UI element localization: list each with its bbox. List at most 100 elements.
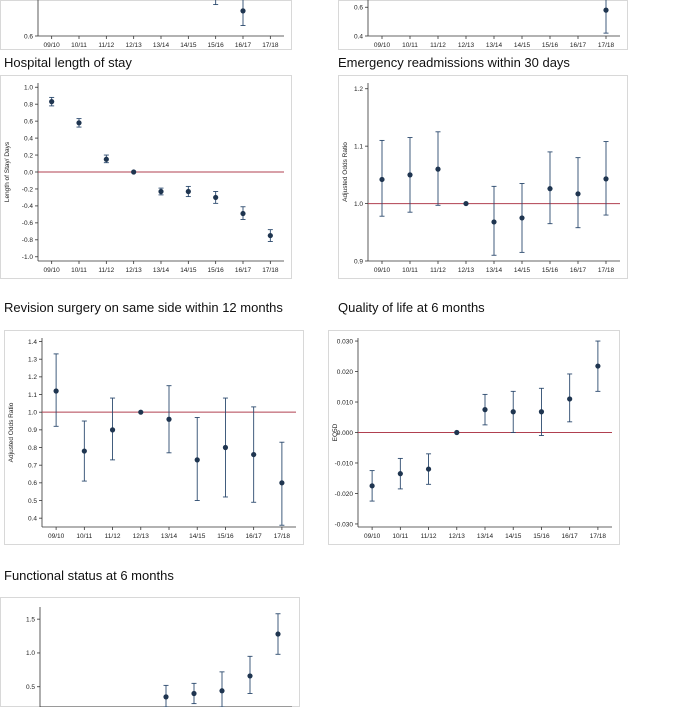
title-rev: Revision surgery on same side within 12 … bbox=[4, 300, 283, 315]
chart-svg-func: 1.51.00.509/1010/1111/1212/1313/1414/151… bbox=[0, 597, 300, 707]
y-tick-label: 0.010 bbox=[337, 399, 354, 406]
data-point bbox=[425, 466, 432, 472]
data-point bbox=[49, 99, 55, 105]
chart-frame bbox=[0, 75, 292, 279]
title-func: Functional status at 6 months bbox=[4, 568, 174, 583]
y-tick-label: 0.4 bbox=[28, 515, 37, 522]
x-tick-label: 12/13 bbox=[126, 267, 143, 274]
x-tick-label: 12/13 bbox=[458, 267, 475, 274]
y-tick-label: 0.7 bbox=[28, 462, 37, 469]
x-tick-label: 17/18 bbox=[590, 533, 607, 540]
chart-frame bbox=[0, 0, 292, 50]
x-tick-label: 16/17 bbox=[246, 533, 263, 540]
x-tick-label: 17/18 bbox=[274, 533, 291, 540]
y-tick-label: -1.0 bbox=[22, 254, 34, 261]
y-tick-label: 0.5 bbox=[26, 684, 35, 691]
x-tick-label: 12/13 bbox=[458, 42, 475, 49]
x-tick-label: 13/14 bbox=[477, 533, 494, 540]
x-tick-label: 11/12 bbox=[430, 42, 446, 49]
data-point bbox=[567, 396, 573, 402]
x-tick-label: 09/10 bbox=[364, 533, 381, 540]
y-tick-label: 0.000 bbox=[337, 430, 354, 437]
data-point bbox=[603, 7, 609, 13]
x-tick-label: 11/12 bbox=[98, 42, 114, 49]
x-tick-label: 14/15 bbox=[180, 267, 197, 274]
chart-frame bbox=[328, 330, 620, 545]
data-point bbox=[213, 194, 219, 201]
data-point bbox=[131, 169, 137, 175]
data-point bbox=[463, 200, 469, 207]
chart-frame bbox=[4, 330, 304, 545]
title-qol: Quality of life at 6 months bbox=[338, 300, 485, 315]
data-point bbox=[219, 688, 225, 694]
y-tick-label: 0.6 bbox=[354, 5, 363, 12]
data-point bbox=[240, 8, 246, 14]
x-tick-label: 10/11 bbox=[402, 267, 418, 274]
y-tick-label: 1.2 bbox=[28, 374, 37, 381]
y-axis-title: Adjusted Odds Ratio bbox=[8, 402, 15, 462]
data-point bbox=[240, 210, 246, 217]
x-tick-label: 13/14 bbox=[486, 42, 503, 49]
x-tick-label: 17/18 bbox=[262, 267, 279, 274]
x-tick-label: 11/12 bbox=[105, 533, 121, 540]
x-tick-label: 17/18 bbox=[262, 42, 279, 49]
data-point bbox=[369, 483, 375, 489]
y-tick-label: 1.2 bbox=[354, 86, 363, 93]
data-point bbox=[275, 631, 281, 637]
y-tick-label: 0.9 bbox=[354, 258, 363, 265]
y-tick-label: -0.020 bbox=[335, 491, 354, 498]
chart-svg-readm: 1.2 1.1 1.0 0.9 09/10 10/11 11/12 12/13 13/14 14/… bbox=[338, 75, 628, 279]
y-tick-label: 0.030 bbox=[337, 338, 354, 345]
chart-svg-los: 1.0 0.8 0.6 0.4 0.2 0.0 -0.2 -0.4 -0.6 -0.8 -1.0 09… bbox=[0, 75, 292, 279]
y-tick-label: 1.1 bbox=[28, 392, 37, 399]
y-tick-label: 0.4 bbox=[24, 135, 33, 142]
x-tick-label: 14/15 bbox=[514, 42, 531, 49]
x-tick-label: 10/11 bbox=[402, 42, 418, 49]
title-readm: Emergency readmissions within 30 days bbox=[338, 55, 570, 70]
x-tick-label: 15/16 bbox=[217, 533, 234, 540]
y-axis-title: Adjusted Odds Ratio bbox=[342, 142, 349, 202]
y-tick-label: 0.5 bbox=[28, 498, 37, 505]
data-point bbox=[53, 388, 59, 394]
x-tick-label: 14/15 bbox=[189, 533, 206, 540]
x-tick-label: 16/17 bbox=[235, 42, 252, 49]
data-point bbox=[222, 444, 229, 451]
data-point bbox=[519, 215, 525, 221]
x-tick-label: 15/16 bbox=[208, 267, 225, 274]
y-tick-label: 0.8 bbox=[24, 101, 33, 108]
data-point bbox=[491, 219, 497, 225]
x-tick-label: 13/14 bbox=[161, 533, 178, 540]
x-tick-label: 09/10 bbox=[48, 533, 65, 540]
x-tick-label: 13/14 bbox=[486, 267, 503, 274]
x-tick-label: 16/17 bbox=[562, 533, 579, 540]
data-point bbox=[397, 471, 403, 477]
data-point bbox=[267, 232, 273, 239]
x-tick-label: 11/12 bbox=[421, 533, 437, 540]
x-tick-label: 10/11 bbox=[71, 267, 87, 274]
y-tick-label: 1.0 bbox=[354, 201, 363, 208]
x-tick-label: 09/10 bbox=[44, 267, 61, 274]
data-point bbox=[163, 694, 169, 700]
title-los: Hospital length of stay bbox=[4, 55, 132, 70]
x-tick-label: 14/15 bbox=[514, 267, 531, 274]
data-point bbox=[191, 690, 197, 697]
chart-svg-top_left: 0.6 09/10 10/11 11/12 12/13 13/14 14/15 15/16 16… bbox=[0, 0, 292, 50]
x-tick-label: 09/10 bbox=[374, 42, 391, 49]
y-tick-label: -0.030 bbox=[335, 521, 354, 528]
y-tick-label: 0.020 bbox=[337, 369, 354, 376]
x-tick-label: 13/14 bbox=[153, 267, 170, 274]
x-tick-label: 12/13 bbox=[133, 533, 150, 540]
data-point bbox=[138, 409, 144, 415]
x-tick-label: 11/12 bbox=[98, 267, 114, 274]
data-point bbox=[251, 451, 257, 458]
x-tick-label: 16/17 bbox=[570, 42, 587, 49]
y-axis-title: Length of Stay/ Days bbox=[4, 141, 11, 202]
x-tick-label: 12/13 bbox=[126, 42, 143, 49]
data-point bbox=[81, 448, 87, 454]
x-tick-label: 15/16 bbox=[208, 42, 225, 49]
chart-frame bbox=[0, 597, 300, 707]
data-point bbox=[166, 416, 172, 422]
data-point bbox=[279, 480, 285, 486]
chart-los: 1.0 0.8 0.6 0.4 0.2 0.0 -0.2 -0.4 -0.6 -0.8 -1.0 09… bbox=[0, 75, 292, 279]
chart-svg-qol: 0.030 0.020 0.010 0.000 -0.010 -0.020 -0.030 09… bbox=[328, 330, 620, 545]
